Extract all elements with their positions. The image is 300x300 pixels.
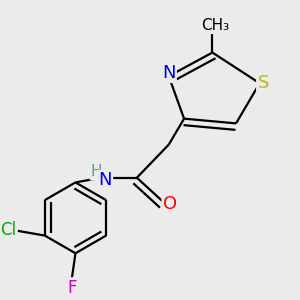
Text: CH₃: CH₃ [201,18,229,33]
Text: Cl: Cl [0,221,16,239]
Text: S: S [257,74,269,92]
Text: O: O [163,195,177,213]
Text: H: H [91,164,103,179]
Text: N: N [162,64,175,82]
Text: F: F [67,278,77,296]
Text: N: N [98,171,112,189]
